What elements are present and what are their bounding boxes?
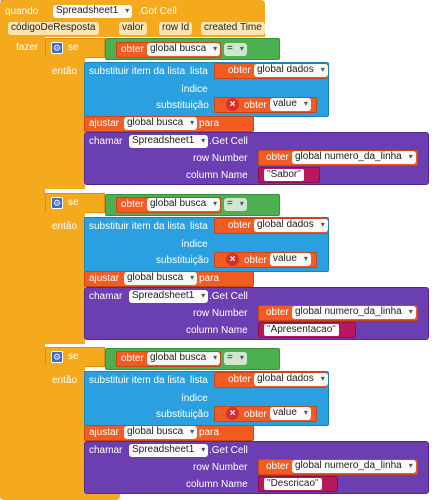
- row-number-label: row Number: [193, 462, 248, 473]
- row-number-label: row Number: [193, 153, 248, 164]
- variable-dropdown[interactable]: value: [270, 407, 311, 420]
- get-keyword: obter: [121, 353, 144, 364]
- when-keyword: quando: [5, 6, 39, 17]
- set-keyword: ajustar: [89, 273, 120, 284]
- gear-icon[interactable]: ⚙: [51, 42, 63, 54]
- to-keyword: para: [199, 427, 220, 438]
- gear-icon[interactable]: ⚙: [51, 351, 63, 363]
- call-keyword: chamar: [89, 136, 123, 147]
- param-codigo-de-resposta[interactable]: códigoDeResposta: [8, 22, 99, 35]
- replace-keyword: substituir item da lista: [89, 66, 186, 77]
- get-keyword: obter: [228, 220, 251, 231]
- get-keyword: obter: [228, 65, 251, 76]
- warning-x-icon: ×: [226, 98, 239, 111]
- variable-dropdown[interactable]: value: [270, 98, 311, 111]
- text-value[interactable]: "Apresentacao": [264, 324, 339, 336]
- if-keyword: se: [68, 42, 79, 53]
- variable-dropdown[interactable]: global dados: [254, 219, 328, 232]
- index-keyword: índice: [181, 84, 208, 95]
- variable-dropdown[interactable]: global busca: [124, 117, 198, 130]
- get-keyword: obter: [266, 461, 289, 472]
- to-keyword: para: [199, 118, 220, 129]
- warning-x-icon: ×: [226, 253, 239, 266]
- variable-dropdown[interactable]: value: [270, 253, 311, 266]
- variable-dropdown[interactable]: global busca: [124, 272, 198, 285]
- if-keyword: se: [68, 351, 79, 362]
- method-name: .Get Cell: [209, 136, 248, 147]
- call-keyword: chamar: [89, 445, 123, 456]
- do-keyword: fazer: [16, 42, 39, 53]
- get-keyword: obter: [244, 255, 267, 266]
- then-keyword: então: [52, 66, 78, 77]
- if-block-3-side: [45, 366, 85, 494]
- if-block-1-side: [45, 57, 85, 189]
- component-dropdown[interactable]: Spreadsheet1: [129, 290, 209, 303]
- variable-dropdown[interactable]: global busca: [147, 198, 221, 211]
- get-keyword: obter: [244, 100, 267, 111]
- param-row-id[interactable]: row Id: [159, 22, 193, 35]
- to-keyword: para: [199, 273, 220, 284]
- variable-dropdown[interactable]: global numero_da_linha: [292, 151, 416, 164]
- replacement-keyword: substituição: [156, 255, 209, 266]
- method-name: .Get Cell: [209, 291, 248, 302]
- index-keyword: índice: [181, 393, 208, 404]
- event-block-bottom: [0, 490, 120, 500]
- list-keyword: lista: [190, 221, 208, 232]
- replacement-keyword: substituição: [156, 100, 209, 111]
- variable-dropdown[interactable]: global dados: [254, 64, 328, 77]
- variable-dropdown[interactable]: global numero_da_linha: [292, 306, 416, 319]
- operator-dropdown[interactable]: =: [224, 43, 247, 56]
- variable-dropdown[interactable]: global dados: [254, 373, 328, 386]
- get-keyword: obter: [121, 44, 144, 55]
- variable-dropdown[interactable]: global busca: [147, 352, 221, 365]
- param-valor[interactable]: valor: [119, 22, 147, 35]
- set-keyword: ajustar: [89, 118, 120, 129]
- get-keyword: obter: [266, 307, 289, 318]
- if-keyword: se: [68, 197, 79, 208]
- row-number-label: row Number: [193, 308, 248, 319]
- variable-dropdown[interactable]: global busca: [124, 426, 198, 439]
- event-block-side: [0, 36, 45, 498]
- component-dropdown[interactable]: Spreadsheet1: [129, 444, 209, 457]
- get-keyword: obter: [266, 152, 289, 163]
- param-created-time[interactable]: created Time: [201, 22, 265, 35]
- call-keyword: chamar: [89, 291, 123, 302]
- replacement-keyword: substituição: [156, 409, 209, 420]
- operator-dropdown[interactable]: =: [224, 352, 247, 365]
- set-keyword: ajustar: [89, 427, 120, 438]
- variable-dropdown[interactable]: global numero_da_linha: [292, 460, 416, 473]
- gear-icon[interactable]: ⚙: [51, 197, 63, 209]
- replace-keyword: substituir item da lista: [89, 221, 186, 232]
- get-keyword: obter: [228, 374, 251, 385]
- text-value[interactable]: "Descricao": [264, 478, 322, 490]
- event-name: .Got Cell: [138, 6, 177, 17]
- column-name-label: column Name: [186, 170, 248, 181]
- component-dropdown[interactable]: Spreadsheet1: [53, 5, 133, 18]
- column-name-label: column Name: [186, 325, 248, 336]
- get-keyword: obter: [121, 199, 144, 210]
- list-keyword: lista: [190, 375, 208, 386]
- list-keyword: lista: [190, 66, 208, 77]
- warning-x-icon: ×: [226, 407, 239, 420]
- component-dropdown[interactable]: Spreadsheet1: [129, 135, 209, 148]
- variable-dropdown[interactable]: global busca: [147, 43, 221, 56]
- then-keyword: então: [52, 375, 78, 386]
- method-name: .Get Cell: [209, 445, 248, 456]
- replace-keyword: substituir item da lista: [89, 375, 186, 386]
- text-value[interactable]: "Sabor": [264, 169, 304, 181]
- get-keyword: obter: [244, 409, 267, 420]
- if-block-2-side: [45, 212, 85, 344]
- column-name-label: column Name: [186, 479, 248, 490]
- operator-dropdown[interactable]: =: [224, 198, 247, 211]
- index-keyword: índice: [181, 239, 208, 250]
- then-keyword: então: [52, 221, 78, 232]
